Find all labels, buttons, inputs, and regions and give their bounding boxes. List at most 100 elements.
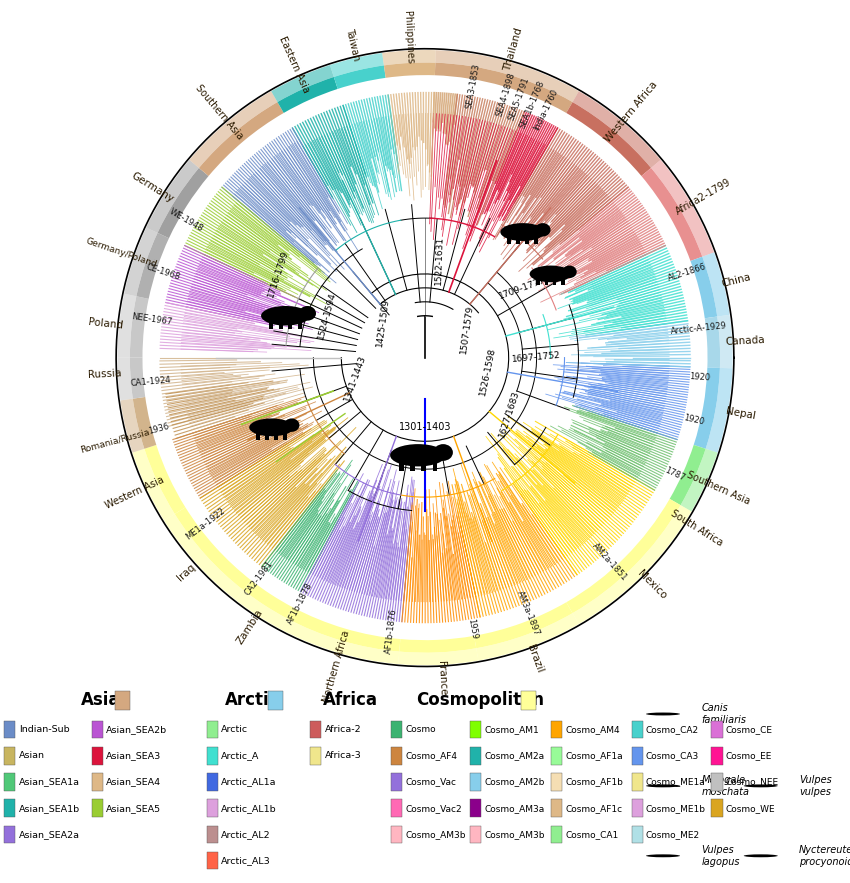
Text: Brazil: Brazil	[525, 644, 545, 675]
Wedge shape	[286, 607, 400, 652]
Text: Philippines: Philippines	[402, 11, 415, 64]
Wedge shape	[280, 618, 399, 664]
Wedge shape	[398, 648, 479, 665]
Text: Asian_SEA3: Asian_SEA3	[106, 751, 162, 760]
Text: SEA3-1853: SEA3-1853	[464, 63, 481, 109]
FancyBboxPatch shape	[470, 774, 481, 791]
Wedge shape	[573, 91, 660, 168]
Bar	[279, 317, 282, 329]
Wedge shape	[642, 168, 702, 261]
Wedge shape	[706, 368, 733, 453]
Text: Romania/Russia: Romania/Russia	[79, 427, 150, 454]
Wedge shape	[670, 445, 706, 505]
FancyBboxPatch shape	[92, 747, 103, 765]
Text: Cosmopolitan: Cosmopolitan	[416, 691, 545, 709]
Text: Asian_SEA5: Asian_SEA5	[106, 804, 162, 812]
Text: Zambia: Zambia	[235, 608, 265, 646]
Text: Arctic_AL3: Arctic_AL3	[221, 857, 271, 865]
Wedge shape	[164, 514, 243, 600]
Text: Cosmo_CA3: Cosmo_CA3	[646, 751, 700, 760]
Wedge shape	[400, 636, 476, 653]
Bar	[525, 233, 529, 245]
Wedge shape	[175, 508, 251, 590]
FancyBboxPatch shape	[310, 721, 321, 738]
Text: Vulpes
lagopus: Vulpes lagopus	[701, 845, 740, 866]
Wedge shape	[271, 65, 334, 102]
Wedge shape	[157, 168, 208, 238]
FancyBboxPatch shape	[632, 799, 643, 817]
Text: Cosmo_Vac2: Cosmo_Vac2	[405, 804, 462, 812]
FancyBboxPatch shape	[711, 799, 722, 817]
Text: Arctic: Arctic	[225, 691, 280, 709]
FancyBboxPatch shape	[207, 721, 218, 738]
Wedge shape	[690, 257, 717, 318]
Wedge shape	[573, 505, 691, 624]
Wedge shape	[235, 590, 286, 630]
FancyBboxPatch shape	[207, 799, 218, 817]
Text: Northern Africa: Northern Africa	[321, 629, 352, 703]
FancyBboxPatch shape	[711, 747, 722, 765]
Bar	[422, 457, 426, 471]
Text: 1425-1509: 1425-1509	[376, 298, 391, 348]
Ellipse shape	[261, 306, 310, 326]
Ellipse shape	[535, 223, 551, 237]
Wedge shape	[190, 91, 277, 168]
FancyBboxPatch shape	[310, 747, 321, 765]
Text: Cosmo_AM3b: Cosmo_AM3b	[484, 830, 545, 839]
Wedge shape	[117, 358, 133, 400]
Wedge shape	[566, 499, 681, 613]
Text: Mexico: Mexico	[636, 568, 668, 601]
Wedge shape	[146, 160, 199, 233]
Text: Poland: Poland	[88, 317, 124, 331]
Text: Asian: Asian	[19, 751, 45, 760]
Text: Cosmo_AM3a: Cosmo_AM3a	[484, 804, 545, 812]
Ellipse shape	[646, 784, 680, 788]
Bar	[275, 428, 278, 440]
Bar	[257, 428, 260, 440]
Text: Arctic_AL1b: Arctic_AL1b	[221, 804, 276, 812]
Text: Arctic_AL1a: Arctic_AL1a	[221, 778, 276, 787]
Text: Arctic: Arctic	[221, 725, 248, 734]
Wedge shape	[130, 297, 149, 358]
FancyBboxPatch shape	[4, 721, 15, 738]
Text: Cosmo_ME1b: Cosmo_ME1b	[646, 804, 706, 812]
Wedge shape	[243, 580, 292, 618]
Text: Asian_SEA2b: Asian_SEA2b	[106, 725, 167, 734]
Text: Germany: Germany	[130, 170, 176, 205]
Text: Thailand: Thailand	[502, 26, 524, 72]
Text: 1709-1777: 1709-1777	[498, 275, 547, 300]
Text: SEA1b-1768: SEA1b-1768	[518, 79, 547, 129]
Text: Cosmo_Vac: Cosmo_Vac	[405, 778, 456, 787]
FancyBboxPatch shape	[207, 826, 218, 843]
FancyBboxPatch shape	[551, 747, 562, 765]
Text: Russia: Russia	[88, 368, 122, 381]
Text: Cosmo_NEE: Cosmo_NEE	[726, 778, 779, 787]
Text: 1920: 1920	[683, 413, 705, 426]
Text: Asian_SEA1a: Asian_SEA1a	[19, 778, 80, 787]
Text: Cosmo_AM4: Cosmo_AM4	[565, 725, 620, 734]
Wedge shape	[124, 228, 157, 297]
Text: AM2a-1851: AM2a-1851	[590, 541, 629, 583]
Text: Arctic_AL2: Arctic_AL2	[221, 830, 270, 839]
Text: Cosmo_AM2b: Cosmo_AM2b	[484, 778, 545, 787]
Wedge shape	[476, 613, 579, 660]
Ellipse shape	[501, 223, 545, 241]
Text: Nepal: Nepal	[725, 406, 756, 421]
FancyBboxPatch shape	[92, 721, 103, 738]
Text: Cosmo_ME1a: Cosmo_ME1a	[646, 778, 706, 787]
Text: India-1760: India-1760	[532, 87, 559, 132]
FancyBboxPatch shape	[4, 774, 15, 791]
FancyBboxPatch shape	[632, 721, 643, 738]
Text: AL2-1866: AL2-1866	[666, 262, 707, 283]
Wedge shape	[382, 50, 436, 65]
Wedge shape	[717, 315, 733, 368]
FancyBboxPatch shape	[207, 774, 218, 791]
Wedge shape	[277, 77, 337, 113]
Text: Arctic-A-1929: Arctic-A-1929	[671, 321, 728, 336]
Text: Africa-2: Africa-2	[325, 725, 361, 734]
FancyBboxPatch shape	[115, 691, 130, 710]
Text: Cosmo_AF4: Cosmo_AF4	[405, 751, 457, 760]
Ellipse shape	[390, 444, 446, 466]
Text: Asian_SEA1b: Asian_SEA1b	[19, 804, 80, 812]
Text: SEA4-1898: SEA4-1898	[495, 71, 517, 117]
